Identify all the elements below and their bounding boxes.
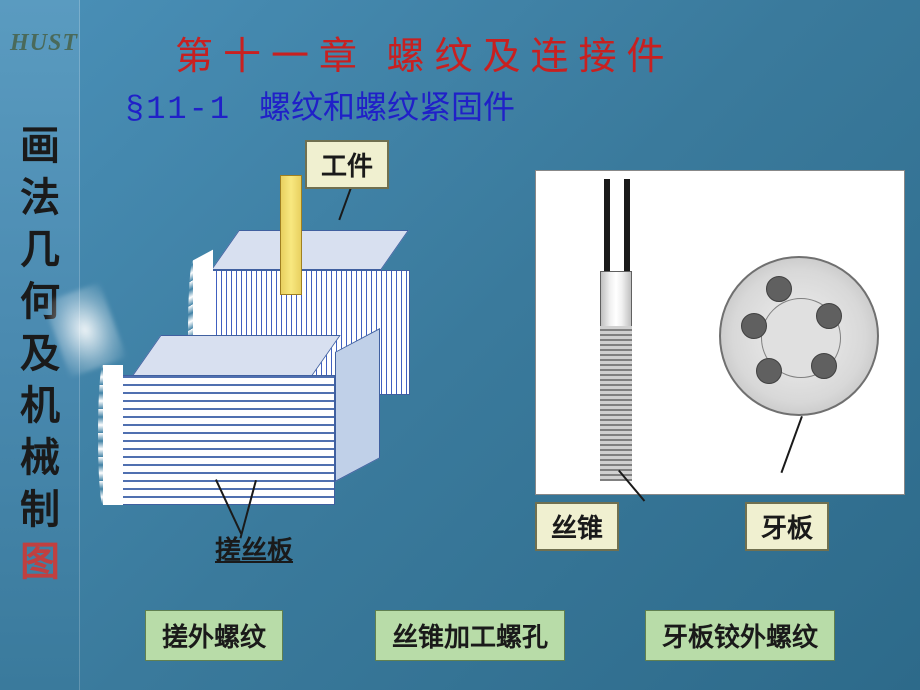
st-c1: 法 xyxy=(20,175,60,220)
label-tap: 丝锥 xyxy=(535,502,619,551)
section-text: 螺纹和螺纹紧固件 xyxy=(259,89,515,125)
block-front-face xyxy=(120,375,335,505)
bottom-label-2: 丝锥加工螺孔 xyxy=(375,610,565,661)
label-die: 牙板 xyxy=(745,502,829,551)
block-front-left xyxy=(103,365,123,505)
st-c6: 械 xyxy=(20,435,60,480)
tap-shank-l xyxy=(604,179,610,279)
die-hole-4 xyxy=(756,358,782,384)
die-plate xyxy=(719,256,879,416)
label-rolling-plate: 搓丝板 xyxy=(215,530,293,567)
st-c4: 及 xyxy=(20,331,60,376)
st-c5: 机 xyxy=(20,383,60,428)
die-hole-5 xyxy=(741,313,767,339)
block-back-top xyxy=(211,230,409,270)
die-hole-3 xyxy=(811,353,837,379)
tap-threads xyxy=(600,326,632,481)
pointer-die xyxy=(780,416,802,473)
workpiece-tool xyxy=(280,175,302,295)
die-hole-1 xyxy=(766,276,792,302)
st-last: 图 xyxy=(20,539,60,584)
section-title: §11-1 螺纹和螺纹紧固件 xyxy=(125,82,515,128)
st-c0: 画 xyxy=(20,123,60,168)
block-front-top xyxy=(129,335,341,380)
hust-logo: HUST xyxy=(10,30,78,57)
label-workpiece: 工件 xyxy=(305,140,389,189)
die-hole-2 xyxy=(816,303,842,329)
section-number: §11-1 xyxy=(125,91,231,128)
bottom-label-3: 牙板铰外螺纹 xyxy=(645,610,835,661)
tap-shank-r xyxy=(624,179,630,279)
figure-tap-die xyxy=(535,170,905,495)
chapter-title: 第十一章 螺纹及连接件 xyxy=(175,25,675,80)
figure-rolling xyxy=(85,210,505,520)
sidebar-title: 画 法 几 何 及 机 械 制 图 xyxy=(20,120,60,588)
block-front-side xyxy=(335,328,380,482)
main-content: 第十一章 螺纹及连接件 §11-1 螺纹和螺纹紧固件 xyxy=(80,0,920,690)
st-c2: 几 xyxy=(20,227,60,272)
st-c7: 制 xyxy=(20,487,60,532)
bottom-label-1: 搓外螺纹 xyxy=(145,610,283,661)
